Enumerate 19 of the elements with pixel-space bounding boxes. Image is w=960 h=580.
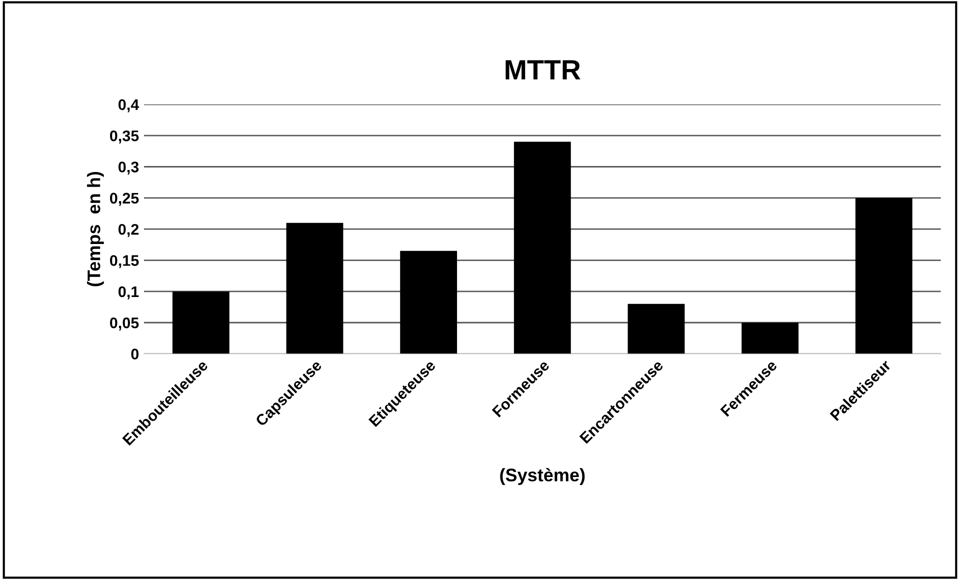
y-tick-label: 0,25	[110, 192, 139, 206]
y-axis-title: (Temps en h)	[87, 172, 104, 286]
y-tick-label: 0,15	[110, 255, 139, 268]
y-tick-label: 0,35	[110, 130, 139, 144]
y-tick-label: 0	[131, 348, 139, 360]
x-axis-title: (Système)	[500, 468, 585, 485]
y-tick-label: 0,1	[118, 286, 139, 300]
chart-title: MTTR	[506, 60, 580, 80]
bar	[400, 250, 458, 354]
y-tick-label: 0,05	[110, 317, 139, 331]
y-tick-label: 0,2	[118, 224, 139, 237]
bar	[286, 222, 344, 354]
y-tick-label: 0,4	[118, 99, 140, 112]
y-tick-label: 0,3	[118, 162, 139, 175]
bar	[628, 304, 685, 354]
bar	[514, 142, 571, 354]
bar	[742, 322, 799, 354]
bar	[855, 198, 912, 354]
bar	[172, 291, 230, 354]
